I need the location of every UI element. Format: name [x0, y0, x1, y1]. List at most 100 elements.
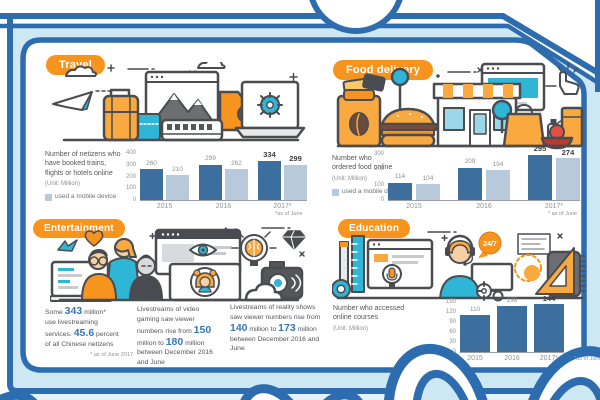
bar-wrap: 299 — [199, 156, 222, 200]
food-delivery-illustration — [336, 62, 584, 150]
bar — [416, 184, 440, 200]
man-glasses-character — [81, 249, 117, 301]
cloud-icon — [244, 282, 284, 302]
bar-group: 110 — [460, 305, 490, 352]
legend-swatch — [45, 194, 52, 202]
chart-footnote: *as of June — [574, 356, 600, 362]
bar — [528, 154, 552, 200]
travel-description: Number of netizens who have booked train… — [45, 150, 137, 202]
food-chart: 300 200 100 0 114 104 209 194 295 274 2015 2016 2017… — [370, 145, 582, 217]
legend-swatch — [332, 188, 339, 196]
mic-bulb-icon — [382, 264, 402, 287]
travel-legend: used a mobile device — [45, 193, 137, 202]
text-line: numbers rise from 150 — [137, 323, 212, 336]
bar — [166, 175, 189, 200]
bar — [486, 170, 510, 200]
food-unit: (Unit: Million) — [332, 175, 368, 182]
bar-group: 138 — [497, 297, 527, 352]
sign-post-icon — [390, 67, 410, 114]
y-tick-label: 200 — [373, 166, 384, 173]
x-axis-labels: 2015 2016 2017* — [140, 203, 307, 210]
chart-footnote: * as of June — [548, 211, 578, 217]
plot-area: 114 104 209 194 295 274 — [388, 145, 580, 201]
bar-value-label: 260 — [146, 159, 157, 167]
y-tick-label: 100 — [125, 185, 136, 192]
text-line: use livestreaming — [45, 318, 98, 326]
travel-unit: (Unit: Million) — [45, 181, 81, 188]
click-hand-icon — [557, 62, 580, 95]
y-tick-label: 0 — [132, 197, 136, 203]
bar-group: 299 262 — [199, 156, 248, 200]
entertainment-text-col2: Livestreams of video gaming saw viewer num… — [137, 305, 229, 368]
bar-value-label: 295 — [533, 144, 547, 154]
burger-icon — [379, 107, 437, 148]
bar-wrap: 138 — [497, 297, 527, 352]
cloud-icon — [65, 62, 226, 77]
x-tick-label: 2016 — [215, 203, 232, 210]
heart-icon — [84, 230, 104, 247]
food-legend: used a mobile device — [332, 188, 418, 197]
bar-wrap: 260 — [140, 159, 163, 200]
bar — [460, 315, 490, 352]
document-icon — [517, 233, 551, 255]
dashed-circle-icon — [514, 254, 542, 282]
y-tick-label: 0 — [380, 197, 384, 203]
x-tick-label: 2015 — [406, 203, 422, 210]
footnote: * as of June 2017 — [90, 352, 133, 359]
browser-window-icon — [144, 70, 220, 130]
bar-wrap: 299 — [284, 155, 307, 200]
bar-value-label: 104 — [422, 174, 434, 182]
education-badge: Education — [338, 219, 411, 238]
bar-group: 209 194 — [458, 159, 510, 200]
entertainment-text-col1: Some 343 million* use livestreaming servic… — [45, 306, 133, 360]
y-tick-label: 120 — [445, 309, 456, 315]
y-tick-label: 200 — [125, 173, 136, 180]
bar-group: 144 — [534, 294, 564, 352]
bar-value-label: 299 — [205, 155, 216, 163]
text-line: Livestreams of video — [137, 306, 200, 313]
x-tick-label: 2017* — [273, 203, 292, 210]
travel-chart: 400 300 200 100 0 260 210 299 262 334 299 2015 2016 2… — [122, 150, 307, 217]
education-illustration: 24/7 — [332, 231, 586, 302]
x-tick-label: 2016 — [504, 355, 520, 362]
y-axis: 150 120 90 60 30 0 — [442, 299, 458, 355]
y-tick-label: 300 — [125, 161, 136, 168]
entertainment-illustration — [50, 227, 306, 302]
x-tick-label: 2017* — [544, 203, 564, 210]
x-tick-label: 2017* — [539, 355, 559, 362]
bar-wrap: 210 — [166, 166, 189, 200]
y-tick-label: 60 — [449, 329, 456, 335]
bar — [388, 182, 412, 200]
awning-icon — [432, 82, 522, 100]
bar-value-label: 110 — [469, 305, 481, 313]
text-line: June — [230, 345, 245, 353]
bar-wrap: 334 — [258, 151, 281, 200]
bar-group: 260 210 — [140, 159, 189, 200]
y-tick-label: 300 — [373, 151, 384, 157]
suitcase-icon — [102, 88, 140, 142]
bar-wrap: 110 — [460, 305, 490, 352]
eye-icon — [189, 243, 217, 257]
bar — [534, 304, 564, 352]
text-line: 140 million to 173 million — [230, 321, 317, 334]
magnifier-icon — [491, 99, 513, 134]
text-line: services. 45.6 percent — [45, 326, 119, 339]
bar — [225, 169, 248, 200]
origami-bird-icon — [57, 239, 78, 252]
x-axis-labels: 2015 2016 2017* — [388, 203, 580, 210]
text-line: of all Chinese netizens — [45, 340, 114, 348]
education-chart: 150 120 90 60 30 0 110 138 144 2015 2016 2017* *as o… — [442, 294, 600, 366]
bar-group: 334 299 — [258, 151, 307, 200]
bar — [556, 158, 580, 200]
bar-wrap: 194 — [486, 161, 510, 200]
x-axis-labels: 2015 2016 2017* — [460, 355, 564, 362]
plot-area: 260 210 299 262 334 299 — [140, 151, 307, 201]
y-axis: 400 300 200 100 0 — [122, 150, 138, 203]
y-axis: 300 200 100 0 — [370, 151, 386, 203]
bar-group: 114 104 — [388, 174, 440, 200]
text-line: Some 343 million* — [45, 305, 106, 317]
bar-wrap: 144 — [534, 294, 564, 352]
text-line: between December 2016 — [137, 349, 213, 357]
text-line: saw viewer numbers rise from — [230, 313, 321, 321]
